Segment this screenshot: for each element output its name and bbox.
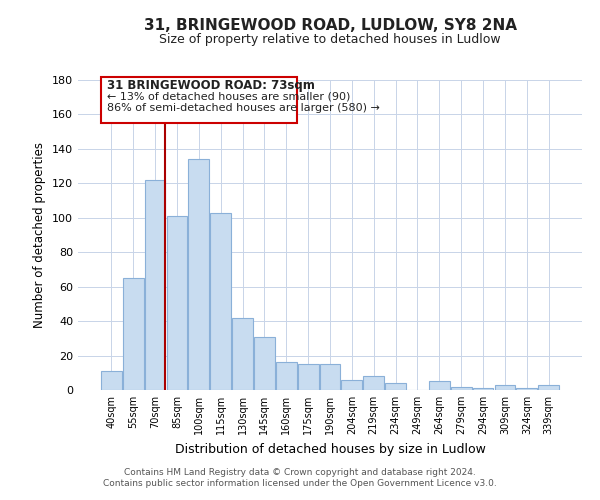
Bar [101, 76, 297, 123]
Text: 86% of semi-detached houses are larger (580) →: 86% of semi-detached houses are larger (… [107, 104, 380, 114]
Bar [188, 159, 209, 390]
Bar [341, 380, 362, 390]
Bar [145, 180, 166, 390]
Bar [210, 212, 231, 390]
Bar [123, 278, 143, 390]
Bar [298, 364, 319, 390]
Bar [254, 336, 275, 390]
X-axis label: Distribution of detached houses by size in Ludlow: Distribution of detached houses by size … [175, 442, 485, 456]
Bar [494, 385, 515, 390]
Text: Contains HM Land Registry data © Crown copyright and database right 2024.
Contai: Contains HM Land Registry data © Crown c… [103, 468, 497, 487]
Text: ← 13% of detached houses are smaller (90): ← 13% of detached houses are smaller (90… [107, 91, 351, 101]
Bar [167, 216, 187, 390]
Text: 31, BRINGEWOOD ROAD, LUDLOW, SY8 2NA: 31, BRINGEWOOD ROAD, LUDLOW, SY8 2NA [143, 18, 517, 32]
Bar [232, 318, 253, 390]
Bar [385, 383, 406, 390]
Bar [364, 376, 384, 390]
Bar [538, 385, 559, 390]
Bar [473, 388, 493, 390]
Y-axis label: Number of detached properties: Number of detached properties [34, 142, 46, 328]
Bar [276, 362, 296, 390]
Bar [101, 371, 122, 390]
Bar [429, 382, 450, 390]
Text: 31 BRINGEWOOD ROAD: 73sqm: 31 BRINGEWOOD ROAD: 73sqm [107, 79, 315, 92]
Bar [320, 364, 340, 390]
Bar [451, 386, 472, 390]
Text: Size of property relative to detached houses in Ludlow: Size of property relative to detached ho… [159, 32, 501, 46]
Bar [517, 388, 537, 390]
